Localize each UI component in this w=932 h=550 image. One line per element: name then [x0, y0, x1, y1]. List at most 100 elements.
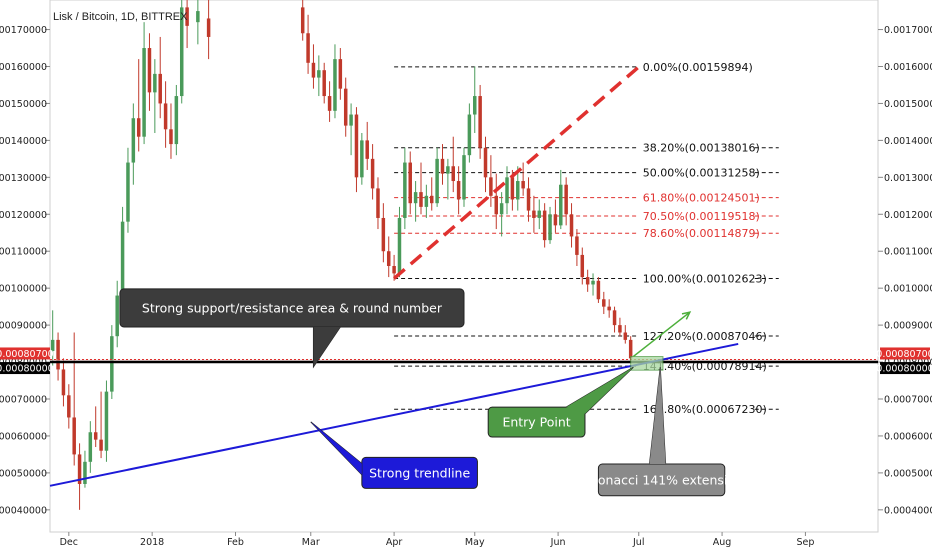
y-tick-label-right: 0.00170000	[884, 25, 932, 36]
candle-body	[413, 192, 418, 204]
fib-level-label: 38.20%(0.00138016)	[643, 142, 760, 155]
candle	[456, 166, 461, 215]
candle-body	[56, 339, 60, 370]
x-tick-label: May	[465, 537, 485, 548]
candle	[349, 103, 353, 156]
candle-body	[142, 48, 146, 137]
candle-body	[440, 158, 445, 174]
callout-tail-fill	[310, 421, 362, 475]
price-marker-left: 0.00080000	[0, 362, 54, 375]
candle-body	[473, 96, 477, 115]
support-band	[50, 359, 878, 363]
price-marker-right: 0.00080700	[876, 347, 932, 360]
price-marker-label: 0.00080700	[0, 349, 54, 360]
candle	[623, 325, 628, 344]
candle-body	[618, 325, 622, 333]
candle-body	[494, 195, 499, 215]
y-tick-label-left: 0.00140000	[0, 136, 47, 147]
candle	[575, 229, 579, 266]
candle-body	[569, 214, 574, 237]
candle	[564, 177, 568, 226]
candle	[311, 44, 316, 89]
candle-body	[126, 162, 130, 222]
candle-body	[206, 18, 211, 37]
candle	[67, 384, 71, 429]
candle-body	[559, 184, 563, 226]
candle-body	[196, 11, 200, 23]
candle-body	[376, 188, 380, 218]
x-tick-label: Jun	[550, 537, 566, 548]
y-tick-label-right: 0.00100000	[884, 284, 932, 295]
candle	[360, 133, 364, 185]
y-tick-label-left: 0.00120000	[0, 210, 47, 221]
callout-box	[119, 288, 465, 328]
candlesticks	[50, 0, 633, 510]
candle	[618, 317, 622, 337]
candle-body	[88, 432, 93, 462]
y-tick-label-right: 0.00090000	[884, 321, 932, 332]
candle-body	[467, 114, 472, 156]
candle-body	[489, 177, 493, 196]
candle-body	[403, 162, 407, 218]
candle	[169, 103, 173, 159]
candle	[322, 62, 326, 104]
candle	[537, 199, 542, 230]
candle-body	[516, 181, 520, 200]
candle-body	[456, 181, 461, 200]
candle	[607, 299, 611, 318]
candle-body	[360, 140, 364, 178]
candle-body	[585, 277, 590, 285]
candle	[196, 0, 200, 45]
fib-level-label: 161.80%(0.00067230)	[643, 403, 767, 416]
candle	[548, 206, 552, 244]
price-marker-bg	[0, 362, 50, 375]
fib-level-label: 61.80%(0.00124501)	[643, 192, 760, 205]
candle	[403, 147, 407, 230]
candle	[462, 147, 466, 207]
candle	[158, 36, 162, 119]
candle	[483, 136, 488, 193]
callout-tail-fill	[313, 326, 341, 367]
candle	[585, 269, 590, 292]
candle	[478, 84, 482, 159]
candle	[174, 84, 179, 156]
candle-body	[300, 7, 305, 34]
candle-body	[322, 70, 326, 97]
candle	[153, 59, 157, 133]
y-tick-label-left: 0.00160000	[0, 62, 47, 73]
x-tick-label: Dec	[60, 537, 78, 548]
x-tick-label: Aug	[713, 537, 732, 548]
candle-body	[499, 203, 504, 215]
candle-body	[77, 454, 82, 484]
candle	[569, 203, 574, 248]
fib-level-label: 141.40%(0.00078914)	[643, 360, 767, 373]
candle	[300, 0, 305, 41]
candle-body	[349, 114, 353, 126]
y-tick-label-right: 0.00050000	[884, 468, 932, 479]
candle-body	[386, 251, 391, 266]
callout: Strong support/resistance area & round n…	[119, 288, 465, 369]
candle-body	[72, 417, 76, 455]
candle-body	[553, 214, 558, 226]
candle-body	[104, 391, 109, 451]
candle-body	[526, 188, 531, 211]
y-tick-label-right: 0.00130000	[884, 173, 932, 184]
candle	[50, 310, 55, 366]
x-tick-label: Mar	[302, 537, 320, 548]
candle	[61, 358, 66, 407]
candle	[306, 14, 310, 74]
candle	[381, 203, 386, 263]
candle	[317, 55, 321, 97]
candle	[473, 66, 477, 133]
candle	[88, 421, 93, 473]
candle	[327, 81, 332, 122]
candle-body	[185, 7, 189, 26]
candle-body	[131, 118, 136, 163]
candle-body	[93, 432, 98, 440]
candle	[408, 151, 412, 215]
candle	[147, 33, 152, 111]
price-marker-bg	[880, 362, 930, 375]
candle-body	[365, 140, 369, 159]
candle	[386, 236, 391, 278]
